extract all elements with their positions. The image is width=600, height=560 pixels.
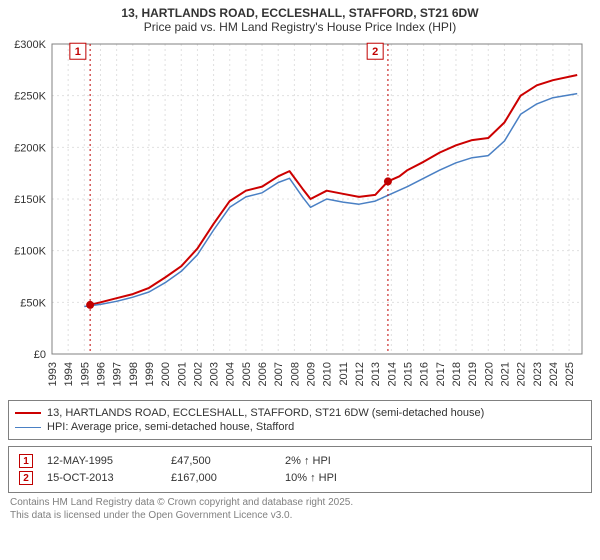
legend-item: 13, HARTLANDS ROAD, ECCLESHALL, STAFFORD… (15, 407, 585, 419)
sale-price: £47,500 (171, 455, 271, 467)
footer-note: Contains HM Land Registry data © Crown c… (8, 497, 592, 522)
svg-text:2000: 2000 (160, 362, 172, 386)
legend-swatch (15, 412, 41, 414)
svg-text:1999: 1999 (144, 362, 156, 386)
legend-label: 13, HARTLANDS ROAD, ECCLESHALL, STAFFORD… (47, 407, 484, 419)
sale-row: 1 12-MAY-1995 £47,500 2% ↑ HPI (19, 454, 585, 468)
svg-text:£150K: £150K (14, 194, 46, 206)
svg-text:2016: 2016 (419, 362, 431, 386)
svg-text:2020: 2020 (483, 362, 495, 386)
svg-text:£0: £0 (34, 349, 46, 361)
chart-svg: £0 £50K £100K £150K £200K £250K £300K 1993 1994 1… (8, 34, 592, 394)
svg-text:£200K: £200K (14, 142, 46, 154)
svg-text:1: 1 (75, 46, 81, 58)
svg-text:2015: 2015 (402, 362, 414, 386)
svg-text:2001: 2001 (176, 362, 188, 386)
sale-row: 2 15-OCT-2013 £167,000 10% ↑ HPI (19, 471, 585, 485)
title-line1: 13, HARTLANDS ROAD, ECCLESHALL, STAFFORD… (8, 6, 592, 20)
svg-text:2024: 2024 (548, 362, 560, 386)
svg-text:1997: 1997 (112, 362, 124, 386)
svg-text:2025: 2025 (564, 362, 576, 386)
svg-text:1994: 1994 (63, 362, 75, 386)
svg-text:2009: 2009 (306, 362, 318, 386)
svg-text:2: 2 (372, 46, 378, 58)
svg-text:£250K: £250K (14, 91, 46, 103)
legend-item: HPI: Average price, semi-detached house,… (15, 421, 585, 433)
sale-date: 12-MAY-1995 (47, 455, 157, 467)
price-chart: £0 £50K £100K £150K £200K £250K £300K 1993 1994 1… (8, 34, 592, 394)
svg-text:2003: 2003 (209, 362, 221, 386)
svg-text:1996: 1996 (95, 362, 107, 386)
svg-text:2018: 2018 (451, 362, 463, 386)
svg-text:2005: 2005 (241, 362, 253, 386)
svg-text:2017: 2017 (435, 362, 447, 386)
svg-text:2010: 2010 (322, 362, 334, 386)
footer-line1: Contains HM Land Registry data © Crown c… (10, 497, 590, 510)
svg-text:2019: 2019 (467, 362, 479, 386)
sale-marker-box: 1 (19, 454, 33, 468)
svg-text:2011: 2011 (338, 362, 350, 386)
svg-text:2007: 2007 (273, 362, 285, 386)
svg-text:2012: 2012 (354, 362, 366, 386)
chart-title-block: 13, HARTLANDS ROAD, ECCLESHALL, STAFFORD… (8, 6, 592, 34)
sale-diff: 2% ↑ HPI (285, 455, 405, 467)
footer-line2: This data is licensed under the Open Gov… (10, 510, 590, 523)
svg-text:2006: 2006 (257, 362, 269, 386)
svg-text:1995: 1995 (79, 362, 91, 386)
svg-text:£50K: £50K (20, 297, 46, 309)
svg-text:2023: 2023 (532, 362, 544, 386)
sale-price: £167,000 (171, 472, 271, 484)
svg-text:1998: 1998 (128, 362, 140, 386)
sales-panel: 1 12-MAY-1995 £47,500 2% ↑ HPI 2 15-OCT-2013 £… (8, 446, 592, 493)
svg-text:2002: 2002 (192, 362, 204, 386)
svg-text:2008: 2008 (289, 362, 301, 386)
sale-diff: 10% ↑ HPI (285, 472, 405, 484)
legend-swatch (15, 427, 41, 428)
legend-label: HPI: Average price, semi-detached house,… (47, 421, 294, 433)
svg-text:2004: 2004 (225, 362, 237, 386)
svg-text:2022: 2022 (516, 362, 528, 386)
svg-text:£300K: £300K (14, 39, 46, 51)
sale-date: 15-OCT-2013 (47, 472, 157, 484)
svg-text:£100K: £100K (14, 246, 46, 258)
sale-marker-box: 2 (19, 471, 33, 485)
svg-text:2021: 2021 (499, 362, 511, 386)
title-line2: Price paid vs. HM Land Registry's House … (8, 20, 592, 34)
svg-text:1993: 1993 (47, 362, 59, 386)
svg-text:2014: 2014 (386, 362, 398, 386)
svg-text:2013: 2013 (370, 362, 382, 386)
legend-panel: 13, HARTLANDS ROAD, ECCLESHALL, STAFFORD… (8, 400, 592, 440)
